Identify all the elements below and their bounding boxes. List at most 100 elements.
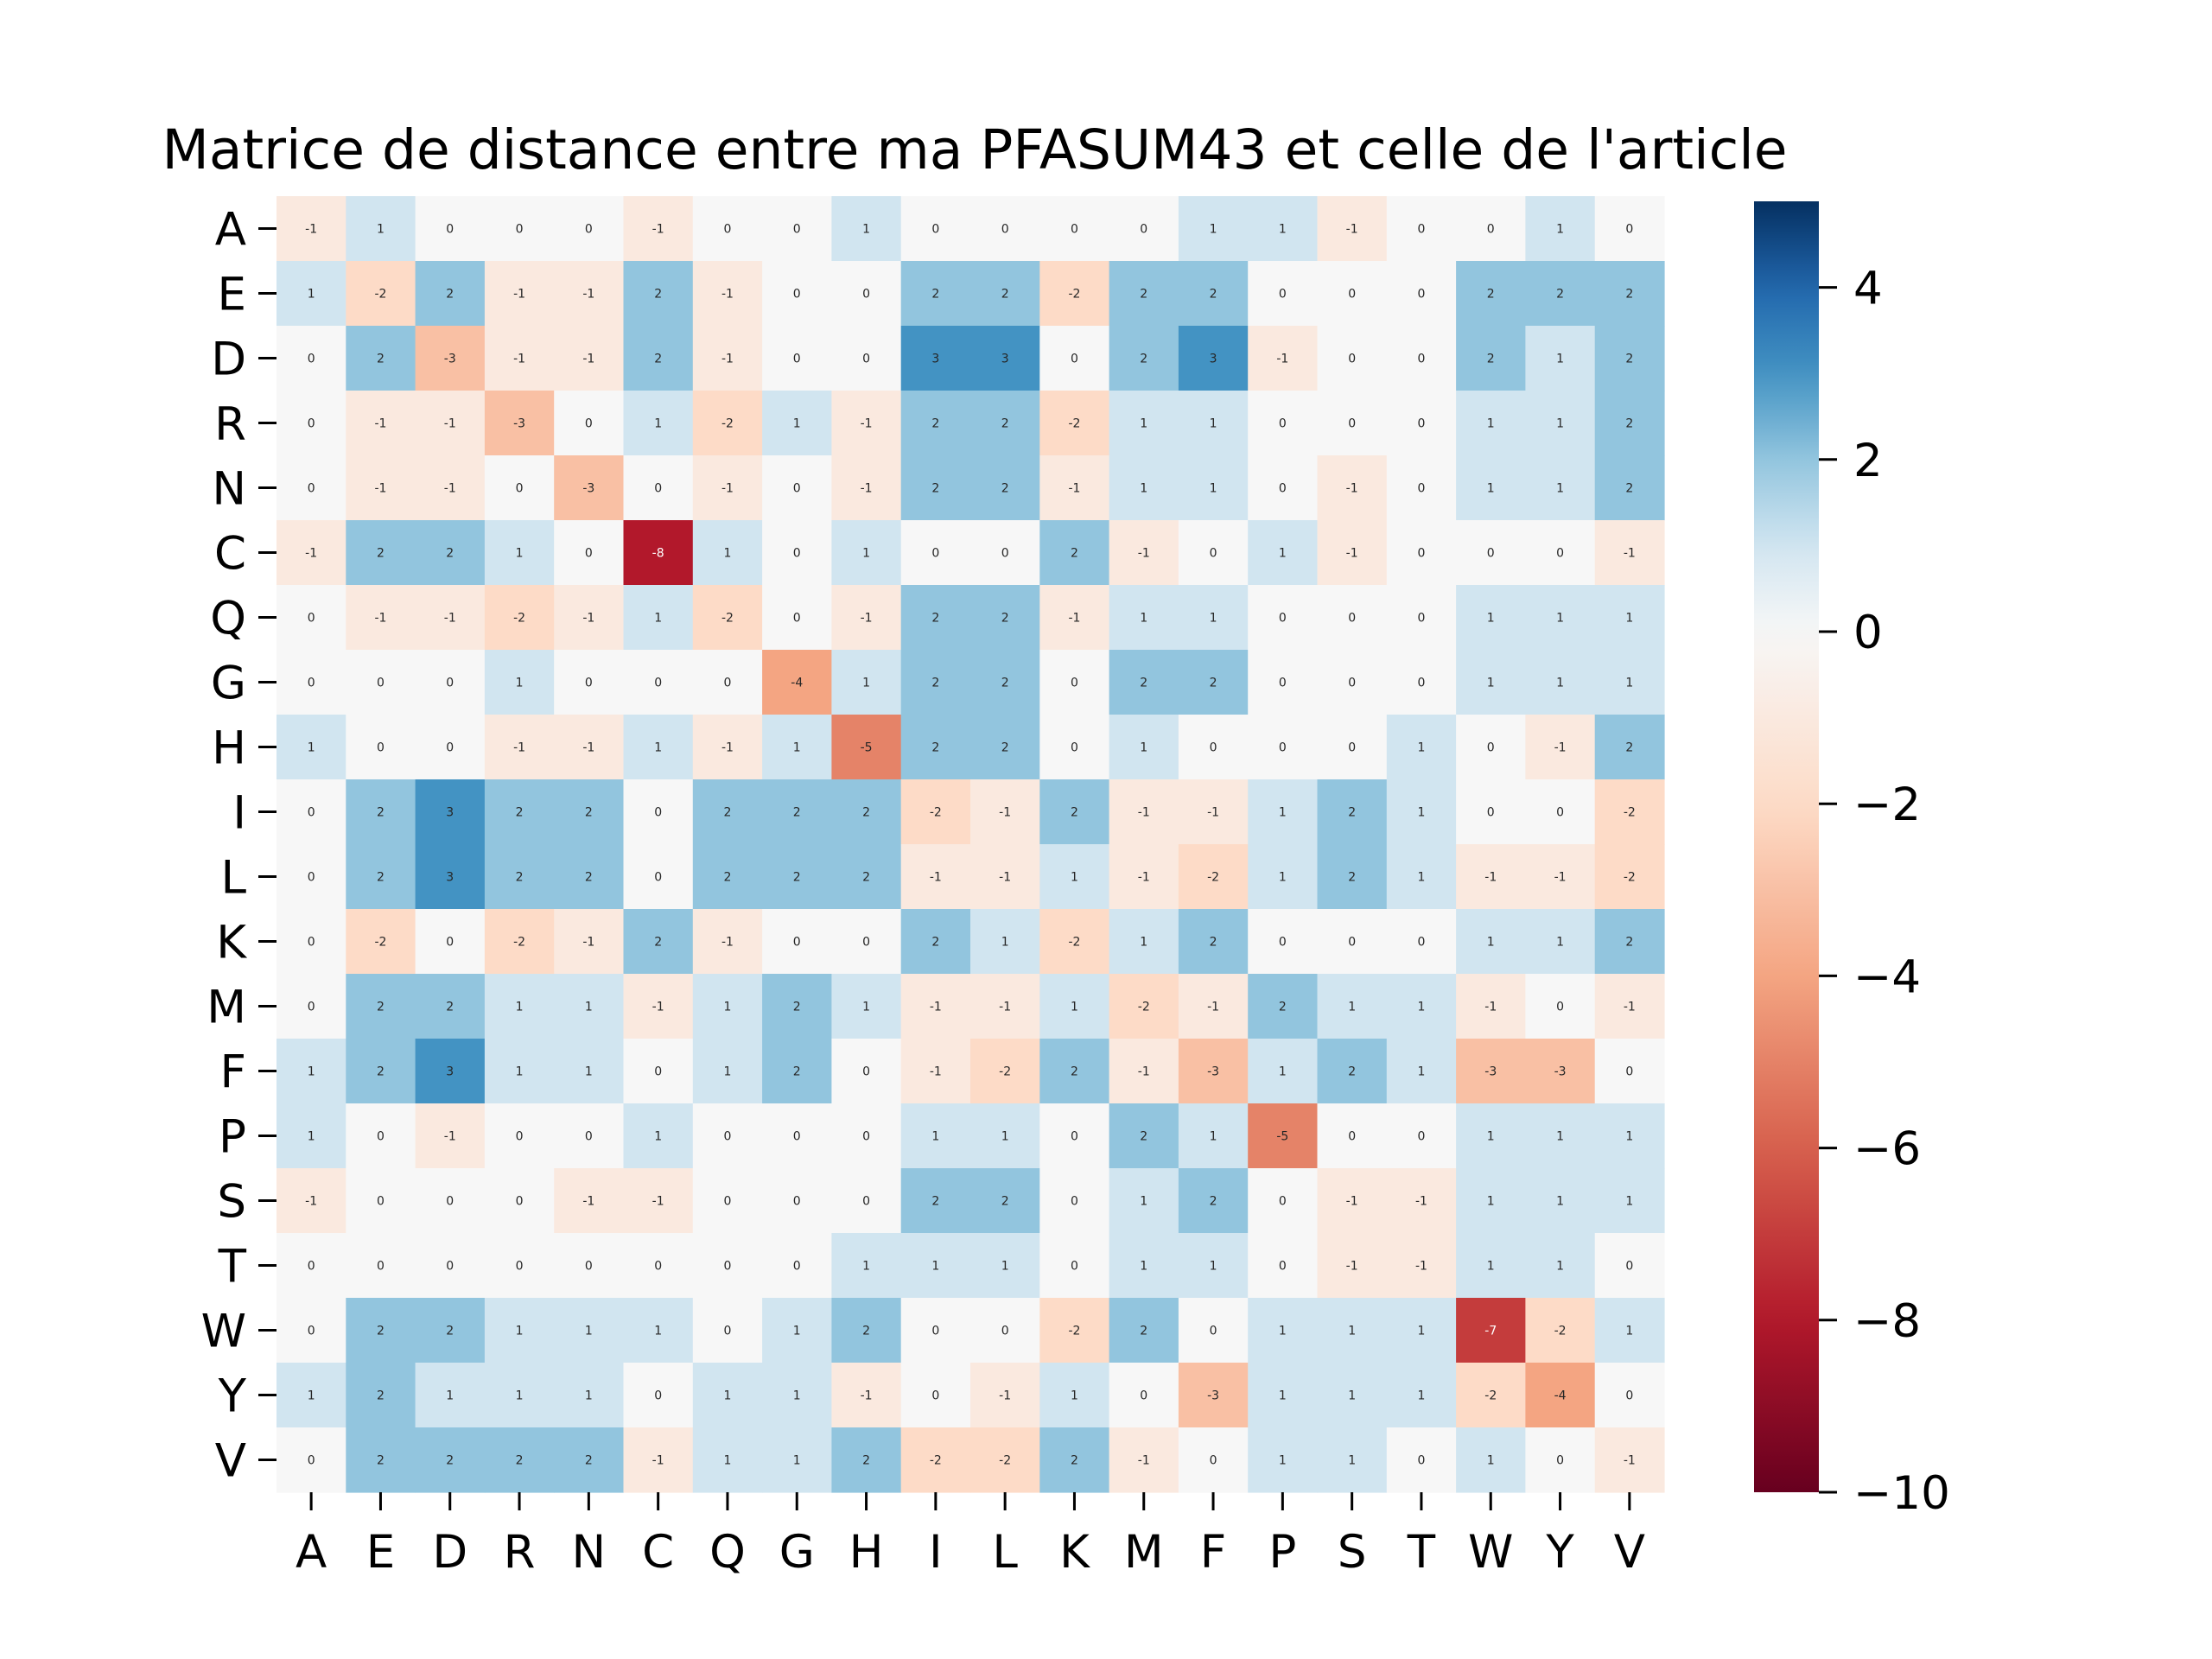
heatmap-cell xyxy=(1317,391,1388,456)
cell-value-label: 0 xyxy=(1279,612,1287,626)
cell-value-label: 2 xyxy=(1556,288,1564,302)
cell-value-label: 1 xyxy=(1417,741,1425,755)
cell-value-label: 2 xyxy=(931,741,939,755)
heatmap-cell xyxy=(415,1298,486,1363)
heatmap-cell xyxy=(1109,326,1179,391)
heatmap-cell xyxy=(1178,455,1249,521)
cell-value-label: 0 xyxy=(308,1325,315,1338)
heatmap-cell xyxy=(1039,1103,1110,1169)
heatmap-cell xyxy=(900,1298,971,1363)
cell-value-label: -2 xyxy=(721,612,734,626)
heatmap-cell xyxy=(762,1427,832,1493)
heatmap-cells xyxy=(276,196,1665,1493)
heatmap-cell xyxy=(1039,585,1110,651)
cell-value-label: 0 xyxy=(1071,1130,1078,1144)
cell-value-label: -1 xyxy=(652,1001,664,1014)
cell-value-label: 0 xyxy=(1071,223,1078,237)
heatmap-cell xyxy=(762,1039,832,1104)
cell-value-label: 0 xyxy=(1625,1389,1633,1403)
x-tick-label: S xyxy=(1338,1526,1367,1579)
cell-value-label: 1 xyxy=(654,1325,662,1338)
cell-value-label: 2 xyxy=(1071,547,1078,561)
heatmap-cell xyxy=(276,1103,346,1169)
cell-value-label: 1 xyxy=(723,547,731,561)
heatmap-cell xyxy=(1386,455,1457,521)
heatmap-cell xyxy=(554,196,625,262)
heatmap-cell xyxy=(1109,391,1179,456)
cell-value-label: 0 xyxy=(446,936,454,950)
cell-value-label: 0 xyxy=(1417,1454,1425,1468)
cell-value-label: 2 xyxy=(931,288,939,302)
cell-value-label: 1 xyxy=(793,1389,801,1403)
cell-value-label: -1 xyxy=(721,741,734,755)
cell-value-label: 0 xyxy=(1071,741,1078,755)
cell-value-label: 0 xyxy=(793,936,801,950)
heatmap-cell xyxy=(623,455,694,521)
heatmap-cell xyxy=(1039,326,1110,391)
x-tick-label: F xyxy=(1200,1526,1227,1579)
heatmap-cell xyxy=(831,909,902,975)
heatmap-cell xyxy=(1039,1298,1110,1363)
heatmap-cell xyxy=(484,585,555,651)
cell-value-label: -1 xyxy=(444,417,456,431)
cell-value-label: 0 xyxy=(377,1130,385,1144)
heatmap-cell xyxy=(554,326,625,391)
heatmap-cell xyxy=(1594,1233,1665,1299)
cell-value-label: 2 xyxy=(793,806,801,820)
heatmap-cell xyxy=(1248,261,1319,327)
heatmap-cell xyxy=(970,455,1040,521)
cell-value-label: 1 xyxy=(1140,741,1147,755)
cell-value-label: 0 xyxy=(1279,417,1287,431)
heatmap-cell xyxy=(1039,520,1110,586)
heatmap-cell xyxy=(1178,779,1249,845)
y-tick-label: D xyxy=(211,334,246,386)
heatmap-cell xyxy=(1386,974,1457,1039)
heatmap-cell xyxy=(1248,1233,1319,1299)
cell-value-label: -1 xyxy=(305,547,317,561)
cell-value-label: 0 xyxy=(377,1260,385,1274)
cell-value-label: -5 xyxy=(861,741,873,755)
cell-value-label: -2 xyxy=(513,612,525,626)
cell-value-label: 1 xyxy=(1487,1260,1495,1274)
heatmap-cell xyxy=(1317,1103,1388,1169)
cell-value-label: 2 xyxy=(1625,936,1633,950)
cell-value-label: 0 xyxy=(1556,1454,1564,1468)
heatmap-cell xyxy=(1456,1168,1526,1234)
heatmap-cell xyxy=(1525,1363,1596,1428)
heatmap-cell xyxy=(1525,520,1596,586)
heatmap-cell xyxy=(1456,1298,1526,1363)
heatmap-cell xyxy=(762,650,832,715)
heatmap-cell xyxy=(1594,326,1665,391)
heatmap-cell xyxy=(762,196,832,262)
heatmap-cell xyxy=(692,261,763,327)
cell-value-label: 3 xyxy=(1210,353,1217,366)
cell-value-label: 2 xyxy=(793,1065,801,1079)
heatmap-cell xyxy=(1594,974,1665,1039)
heatmap-cell xyxy=(1178,585,1249,651)
y-tick-label: Y xyxy=(218,1370,247,1423)
heatmap-cell xyxy=(415,585,486,651)
heatmap-cell xyxy=(1109,585,1179,651)
cell-value-label: 0 xyxy=(793,288,801,302)
cell-value-label: 1 xyxy=(1140,612,1147,626)
heatmap-cell xyxy=(900,715,971,780)
heatmap-cell xyxy=(346,844,416,910)
heatmap-cell xyxy=(1317,1039,1388,1104)
heatmap-cell xyxy=(484,974,555,1039)
heatmap-cell xyxy=(1456,974,1526,1039)
cell-value-label: 1 xyxy=(1210,1130,1217,1144)
cell-value-label: 2 xyxy=(1071,1065,1078,1079)
y-tick-label: P xyxy=(219,1111,246,1164)
cell-value-label: -1 xyxy=(999,1389,1011,1403)
heatmap-cell xyxy=(1317,715,1388,780)
y-tick-label: Q xyxy=(210,593,246,645)
cell-value-label: 2 xyxy=(585,806,593,820)
cell-value-label: -1 xyxy=(861,417,873,431)
heatmap-cell xyxy=(1594,520,1665,586)
cell-value-label: 3 xyxy=(1001,353,1009,366)
heatmap-cell xyxy=(554,261,625,327)
heatmap-cell xyxy=(970,1233,1040,1299)
cell-value-label: 0 xyxy=(931,1325,939,1338)
heatmap-cell xyxy=(970,585,1040,651)
heatmap-cell xyxy=(831,1168,902,1234)
